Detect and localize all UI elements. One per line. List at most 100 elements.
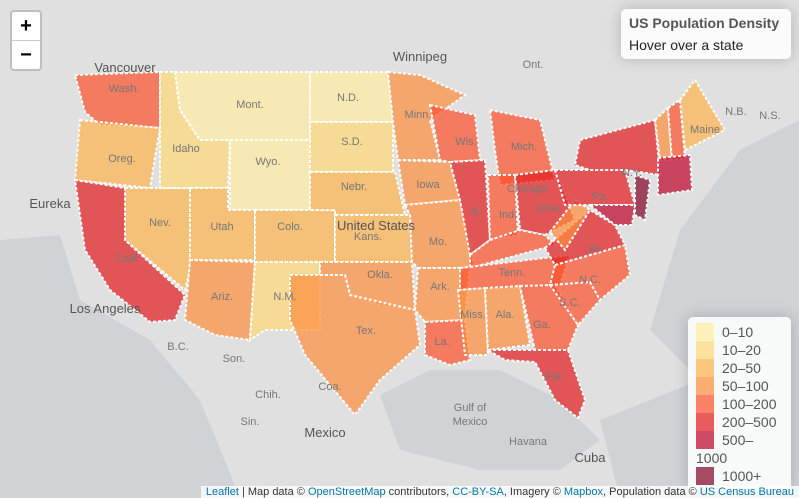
map-label: Tex.	[356, 325, 376, 337]
attribution-text: , Population data ©	[603, 486, 700, 498]
legend-item: 0–10	[696, 323, 783, 341]
map-label: Chih.	[255, 389, 281, 401]
info-text: Hover over a state	[629, 37, 744, 53]
map-label: Cuba	[574, 450, 606, 465]
zoom-out[interactable]: −	[12, 40, 40, 69]
map-label: Ga.	[533, 319, 551, 331]
map-label: Va.	[587, 243, 603, 255]
map-label: Oreg.	[108, 153, 136, 165]
legend-swatch	[696, 395, 714, 413]
state[interactable]	[254, 209, 336, 263]
state[interactable]	[657, 153, 694, 197]
map-label: Wis.	[455, 136, 476, 148]
legend-swatch	[696, 467, 714, 485]
map-label: Sin.	[241, 416, 260, 428]
state[interactable]	[289, 274, 422, 417]
map-label: N.C.	[579, 274, 601, 286]
legend-label: 200–500	[722, 414, 777, 430]
map-label: N.S.	[759, 110, 780, 122]
info-title: US Population Density	[629, 15, 780, 31]
state[interactable]	[456, 286, 490, 356]
map-label: Calif.	[115, 253, 140, 265]
map-label: Los Angeles	[70, 301, 141, 316]
legend-label: 500–1000	[696, 432, 754, 466]
map-label: Colo.	[277, 221, 303, 233]
state[interactable]	[483, 284, 532, 352]
state[interactable]	[548, 198, 592, 252]
state[interactable]	[309, 71, 395, 123]
map-label: Ark.	[430, 281, 450, 293]
map-label: Eureka	[29, 196, 71, 211]
attribution: Leaflet | Map data © OpenStreetMap contr…	[200, 486, 799, 498]
attribution-text: | Map data ©	[238, 486, 308, 498]
map-label: Mexico	[453, 416, 488, 428]
map-label: Ohio	[536, 203, 559, 215]
attribution-link[interactable]: Leaflet	[205, 486, 239, 498]
ocean	[650, 120, 799, 380]
map-label: Maine	[690, 124, 720, 136]
map-label: Iowa	[416, 179, 440, 191]
map-label: Son.	[223, 353, 246, 365]
map-label: Wash.	[109, 83, 140, 95]
legend-item: 1000+	[696, 467, 783, 485]
map-label: Minn.	[405, 109, 432, 121]
map-label: Okla.	[367, 269, 393, 281]
state[interactable]	[386, 70, 468, 161]
state[interactable]	[484, 349, 587, 420]
map-label: Winnipeg	[393, 49, 447, 64]
state[interactable]	[678, 78, 727, 152]
legend-item: 20–50	[696, 359, 783, 377]
attribution-link[interactable]: Mapbox	[563, 486, 604, 498]
legend-swatch	[696, 341, 714, 359]
gulf	[380, 370, 600, 470]
attribution-text: , Imagery ©	[503, 486, 564, 498]
map-label: Ariz.	[211, 291, 233, 303]
map-label: United States	[337, 218, 416, 233]
map-label: Idaho	[172, 143, 200, 155]
state[interactable]	[653, 105, 674, 161]
state[interactable]	[229, 139, 311, 211]
legend-label: 50–100	[722, 378, 769, 394]
state[interactable]	[634, 173, 652, 222]
legend-swatch	[696, 413, 714, 431]
legend-swatch	[696, 359, 714, 377]
attribution-link[interactable]: CC-BY-SA	[452, 486, 504, 498]
attribution-text: contributors,	[385, 486, 453, 498]
legend-label: 1000+	[722, 468, 762, 484]
state[interactable]	[469, 228, 557, 270]
map-label: Vancouver	[94, 60, 156, 75]
legend-item: 500–1000	[696, 431, 783, 467]
attribution-link[interactable]: OpenStreetMap	[307, 486, 386, 498]
map-label: Mont.	[236, 99, 264, 111]
legend-swatch	[696, 377, 714, 395]
state[interactable]	[424, 318, 472, 367]
state[interactable]	[183, 258, 257, 342]
map-label: Fla.	[546, 371, 564, 383]
state[interactable]	[309, 171, 407, 216]
map-label: Nebr.	[341, 181, 367, 193]
map-label: Mich.	[511, 141, 537, 153]
map-label: Coa.	[318, 381, 341, 393]
map-label: Miss.	[460, 309, 486, 321]
legend-item: 50–100	[696, 377, 783, 395]
ocean	[0, 235, 240, 498]
zoom-in[interactable]: +	[20, 15, 32, 37]
info-box: US Population Density Hover over a state	[621, 9, 791, 59]
map-label: B.C.	[167, 341, 188, 353]
map-label: N.M.	[273, 291, 296, 303]
map-label: Ill.	[471, 206, 482, 218]
legend-swatch	[696, 323, 714, 341]
attribution-link[interactable]: US Census Bureau	[699, 486, 794, 498]
state[interactable]	[413, 267, 472, 324]
zoom-control: + −	[10, 10, 42, 71]
map-label: La.	[434, 336, 449, 348]
legend-item: 200–500	[696, 413, 783, 431]
legend-item: 10–20	[696, 341, 783, 359]
map-label: S.D.	[341, 136, 362, 148]
map-label: Kans.	[354, 231, 382, 243]
map-label: Tenn.	[499, 267, 526, 279]
state[interactable]	[587, 204, 637, 226]
map-label: Ont.	[523, 59, 544, 71]
legend-item: 100–200	[696, 395, 783, 413]
